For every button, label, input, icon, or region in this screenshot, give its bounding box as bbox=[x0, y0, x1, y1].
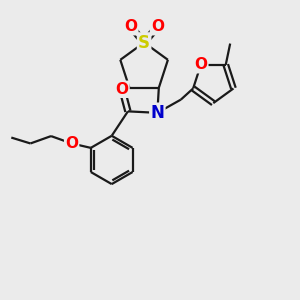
Text: O: O bbox=[116, 82, 128, 97]
Text: O: O bbox=[194, 57, 207, 72]
Text: S: S bbox=[138, 34, 150, 52]
Text: O: O bbox=[65, 136, 78, 151]
Text: O: O bbox=[151, 19, 164, 34]
Text: O: O bbox=[124, 19, 137, 34]
Text: N: N bbox=[150, 104, 164, 122]
